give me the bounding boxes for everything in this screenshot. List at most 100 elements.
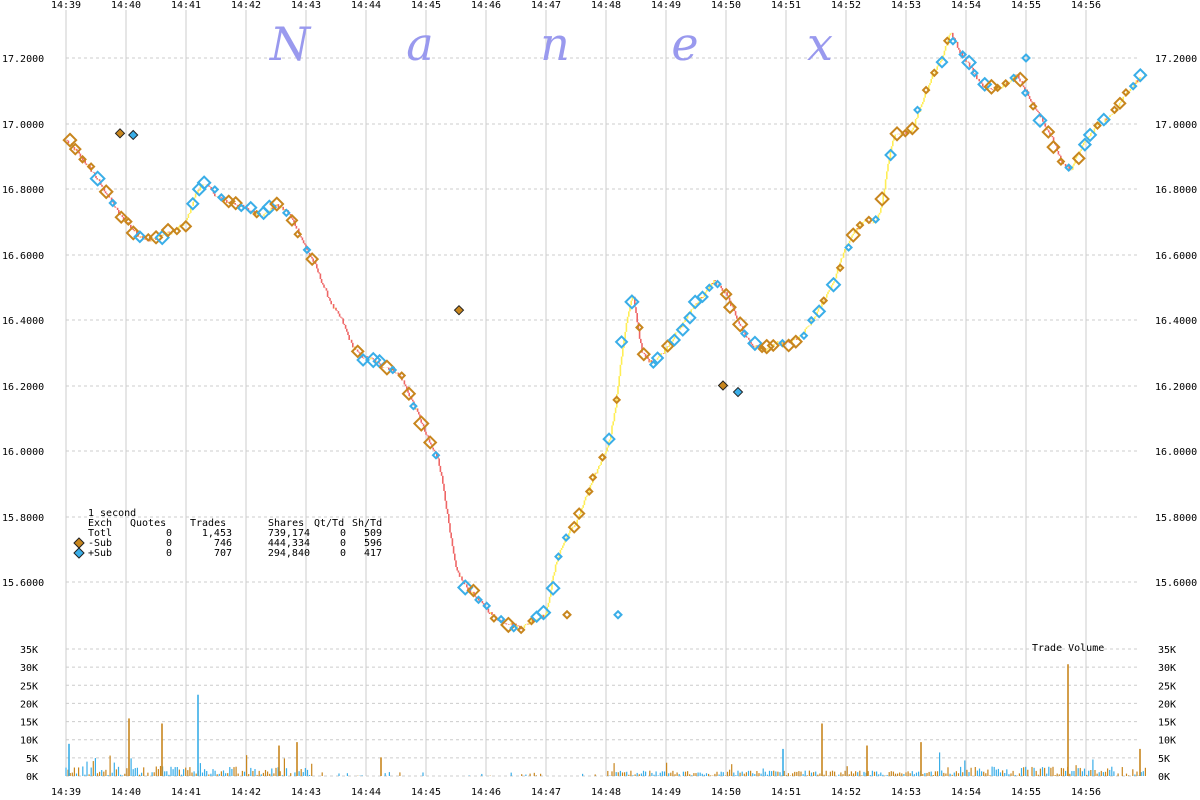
volume-tick-label-left: 25K — [20, 681, 38, 692]
plus-trade-marker — [388, 365, 398, 375]
volume-tick-label-left: 15K — [20, 718, 38, 729]
sub-trade-marker — [636, 347, 651, 362]
plus-trade-marker — [648, 360, 658, 369]
volume-tick-label-left: 10K — [20, 736, 38, 747]
y-tick-label-right: 16.4000 — [1155, 316, 1197, 327]
x-tick-label-bottom: 14:44 — [351, 787, 381, 798]
stats-shares: 444,334 — [268, 538, 310, 549]
plus-trade-marker — [509, 623, 519, 633]
plus-trade-marker — [535, 604, 552, 621]
plus-trade-marker — [948, 36, 958, 46]
sub-trade-marker — [1093, 121, 1102, 131]
sub-trade-marker — [889, 126, 905, 142]
x-tick-label-top: 14:51 — [771, 0, 801, 11]
stats-shares: 294,840 — [268, 548, 310, 559]
sub-trade-marker — [588, 473, 598, 482]
plus-trade-marker — [408, 401, 418, 411]
volume-tick-label-left: 30K — [20, 663, 38, 674]
plus-trade-marker — [210, 185, 220, 194]
volume-tick-label-left: 0K — [26, 772, 38, 783]
plus-trade-marker — [970, 68, 979, 78]
x-tick-label-top: 14:43 — [291, 0, 321, 11]
x-tick-label-bottom: 14:39 — [51, 787, 81, 798]
sub-trade-marker — [757, 344, 767, 354]
sub-trade-marker — [983, 78, 1000, 95]
y-tick-label-left: 16.4000 — [2, 316, 44, 327]
volume-tick-label-right: 25K — [1158, 681, 1176, 692]
sub-trade-marker — [1046, 139, 1061, 155]
plus-trade-marker — [545, 580, 561, 596]
sub-trade-marker — [993, 83, 1003, 93]
plus-trade-marker — [1082, 127, 1098, 143]
sub-trade-marker — [731, 316, 749, 333]
y-tick-label-left: 16.2000 — [2, 382, 44, 393]
stats-qttd: 0 — [340, 538, 346, 549]
sub-trade-marker — [845, 227, 862, 243]
x-tick-label-top: 14:49 — [651, 0, 681, 11]
legend-plus-swatch — [73, 547, 85, 559]
sub-trade-marker — [401, 386, 417, 402]
x-tick-label-bottom: 14:51 — [771, 787, 801, 798]
sub-trade-marker — [1121, 88, 1131, 97]
sub-trade-marker — [1071, 151, 1086, 166]
plus-trade-marker — [216, 192, 226, 202]
x-tick-label-top: 14:56 — [1071, 0, 1101, 11]
y-tick-label-right: 16.8000 — [1155, 185, 1197, 196]
plus-trade-marker — [554, 552, 563, 561]
plus-trade-marker — [667, 333, 682, 347]
stats-shtd: 417 — [364, 548, 382, 559]
sub-trade-marker — [422, 435, 438, 450]
sub-trade-marker — [86, 162, 96, 171]
plus-trade-marker — [1032, 112, 1048, 129]
plus-trade-marker — [1020, 88, 1030, 98]
sub-trade-marker — [819, 296, 829, 306]
sub-trade-marker — [114, 210, 129, 225]
stats-quotes: 0 — [166, 548, 172, 559]
y-tick-label-right: 16.2000 — [1155, 382, 1197, 393]
plus-trade-marker — [683, 311, 697, 325]
stats-header: Qt/Td — [314, 518, 344, 529]
x-tick-label-top: 14:44 — [351, 0, 381, 11]
y-tick-label-left: 15.6000 — [2, 578, 44, 589]
plus-trade-marker — [108, 198, 118, 208]
sub-trade-marker — [900, 128, 910, 138]
sub-trade-marker — [660, 339, 675, 353]
sub-trade-marker — [527, 616, 536, 626]
volume-bars — [65, 664, 1147, 776]
plus-trade-marker — [825, 276, 842, 293]
plus-trade-marker — [1077, 137, 1092, 152]
plus-trade-marker — [281, 208, 291, 218]
volume-tick-label-right: 0K — [1158, 772, 1170, 783]
outlier-trade-marker — [732, 386, 744, 398]
volume-tick-label-right: 5K — [1158, 754, 1170, 765]
plus-trade-marker — [456, 579, 474, 596]
stats-header: Quotes — [130, 518, 166, 529]
plus-trade-marker — [614, 335, 629, 349]
sub-trade-marker — [905, 121, 920, 136]
outlier-trade-marker — [1021, 53, 1031, 63]
sub-trade-marker — [78, 154, 87, 164]
sub-trade-marker — [68, 142, 82, 156]
plus-trade-marker — [871, 215, 881, 224]
volume-tick-label-right: 15K — [1158, 718, 1176, 729]
sub-trade-marker — [516, 625, 526, 635]
plus-trade-marker — [747, 335, 763, 352]
sub-trade-marker — [466, 583, 481, 598]
legend-sub-swatch — [73, 537, 85, 549]
stats-shtd: 509 — [364, 528, 382, 539]
stats-shares: 739,174 — [268, 528, 310, 539]
plus-trade-marker — [958, 50, 968, 59]
x-tick-label-bottom: 14:46 — [471, 787, 501, 798]
sub-trade-marker — [125, 225, 141, 241]
sub-trade-marker — [98, 184, 114, 200]
plus-trade-marker — [1128, 81, 1138, 91]
sub-trade-marker — [1056, 157, 1066, 166]
sub-trade-marker — [1041, 125, 1056, 139]
sub-trade-marker — [412, 415, 430, 432]
volume-title: Trade Volume — [1032, 643, 1104, 654]
y-tick-label-right: 16.6000 — [1155, 251, 1197, 262]
y-tick-label-left: 16.6000 — [2, 251, 44, 262]
sub-trade-marker — [62, 132, 78, 148]
